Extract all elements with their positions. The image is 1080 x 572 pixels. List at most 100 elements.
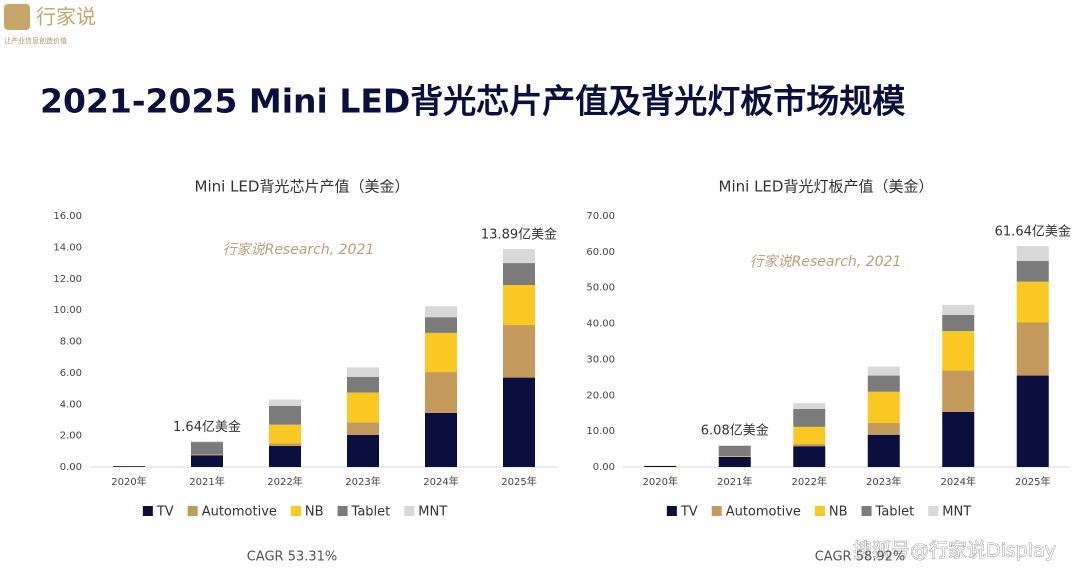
- bar-segment: [347, 376, 379, 393]
- annotation: 6.08亿美金: [701, 423, 769, 439]
- y-tick-label: 10.00: [53, 305, 82, 316]
- x-tick-label: 2020年: [643, 475, 678, 488]
- bar-segment: [347, 392, 379, 423]
- tagline: 让产业信息创造价值: [4, 36, 67, 45]
- y-tick-label: 14.00: [53, 242, 82, 253]
- x-tick-label: 2022年: [792, 475, 827, 488]
- bar-segment: [1016, 281, 1049, 323]
- bar-segment: [503, 377, 535, 467]
- legend-label: MNT: [418, 505, 447, 520]
- bar-segment: [1016, 375, 1049, 467]
- bar-segment: [867, 422, 900, 435]
- bar-segment: [269, 405, 301, 425]
- bar-segment: [1016, 260, 1049, 282]
- legend-label: Automotive: [202, 505, 277, 520]
- y-tick-label: 0.00: [60, 462, 82, 473]
- bar-segment: [793, 446, 826, 467]
- bar-segment: [644, 465, 677, 467]
- y-tick-label: 70.00: [586, 211, 615, 222]
- bar-segment: [867, 434, 900, 467]
- y-tick-label: 16.00: [53, 211, 82, 222]
- bar-segment: [113, 466, 145, 467]
- y-tick-label: 50.00: [586, 283, 615, 294]
- bar-segment: [718, 445, 751, 457]
- bar-segment: [942, 331, 975, 371]
- legend-label: NB: [305, 505, 324, 520]
- x-tick-label: 2023年: [345, 475, 380, 488]
- bar-segment: [793, 444, 826, 447]
- bar-segment: [793, 408, 826, 427]
- y-tick-label: 60.00: [586, 247, 615, 258]
- bar-segment: [503, 249, 535, 264]
- legend-label: TV: [156, 505, 174, 520]
- bar-segment: [425, 412, 457, 467]
- bar-segment: [425, 332, 457, 373]
- bar-segment: [269, 399, 301, 406]
- annotation: 13.89亿美金: [481, 227, 557, 243]
- legend-swatch: [666, 506, 677, 516]
- legend-label: MNT: [942, 505, 971, 520]
- legend-label: NB: [829, 505, 848, 520]
- bar-segment: [347, 367, 379, 377]
- legend-swatch: [928, 506, 939, 516]
- bar-segment: [867, 391, 900, 423]
- x-tick-label: 2022年: [267, 475, 302, 488]
- y-tick-label: 10.00: [586, 426, 615, 437]
- legend-swatch: [814, 506, 825, 516]
- legend-swatch: [711, 506, 722, 516]
- bar-segment: [425, 317, 457, 333]
- chart-title: Mini LED背光灯板产值（美金）: [719, 178, 934, 196]
- note: CAGR 58.92%: [815, 550, 906, 565]
- bar-segment: [793, 403, 826, 409]
- x-tick-label: 2024年: [941, 475, 976, 488]
- y-tick-label: 6.00: [60, 368, 82, 379]
- logo: 行家说: [36, 5, 96, 29]
- annotation: 1.64亿美金: [173, 419, 241, 435]
- logo-icon: [4, 4, 30, 30]
- annotation: 61.64亿美金: [995, 223, 1071, 239]
- bar-segment: [269, 424, 301, 444]
- chart-title: Mini LED背光芯片产值（美金）: [195, 178, 410, 196]
- bar-segment: [867, 375, 900, 392]
- legend-swatch: [142, 506, 153, 516]
- y-tick-label: 0.00: [593, 462, 615, 473]
- bar-segment: [503, 263, 535, 286]
- x-tick-label: 2021年: [189, 475, 224, 488]
- bar-segment: [191, 442, 223, 455]
- legend-swatch: [404, 506, 415, 516]
- legend-label: Tablet: [875, 505, 915, 520]
- legend-label: Tablet: [351, 505, 391, 520]
- legend-swatch: [861, 506, 872, 516]
- bar-segment: [1016, 245, 1049, 261]
- x-tick-label: 2024年: [423, 475, 458, 488]
- bar-segment: [425, 306, 457, 318]
- bar-segment: [1016, 322, 1049, 376]
- x-tick-label: 2025年: [1015, 475, 1050, 488]
- legend-swatch: [187, 506, 198, 516]
- bar-segment: [269, 445, 301, 467]
- bar-segment: [718, 445, 751, 446]
- bar-segment: [191, 441, 223, 443]
- y-tick-label: 30.00: [586, 354, 615, 365]
- x-tick-label: 2021年: [717, 475, 752, 488]
- bar-segment: [867, 366, 900, 376]
- x-tick-label: 2025年: [501, 475, 536, 488]
- y-tick-label: 40.00: [586, 319, 615, 330]
- bar-segment: [503, 325, 535, 378]
- bar-segment: [269, 443, 301, 446]
- legend-swatch: [290, 506, 301, 516]
- legend-label: TV: [680, 505, 698, 520]
- y-tick-label: 2.00: [60, 431, 82, 442]
- bar-segment: [503, 285, 535, 326]
- bar-segment: [425, 372, 457, 413]
- y-tick-label: 4.00: [60, 399, 82, 410]
- bar-segment: [942, 370, 975, 412]
- bar-segment: [347, 422, 379, 435]
- y-tick-label: 8.00: [60, 337, 82, 348]
- legend-swatch: [337, 506, 348, 516]
- note: CAGR 53.31%: [247, 550, 338, 565]
- bar-segment: [793, 426, 826, 445]
- bar-segment: [942, 304, 975, 315]
- page-title: 2021-2025 Mini LED背光芯片产值及背光灯板市场规模: [40, 82, 906, 121]
- y-tick-label: 20.00: [586, 390, 615, 401]
